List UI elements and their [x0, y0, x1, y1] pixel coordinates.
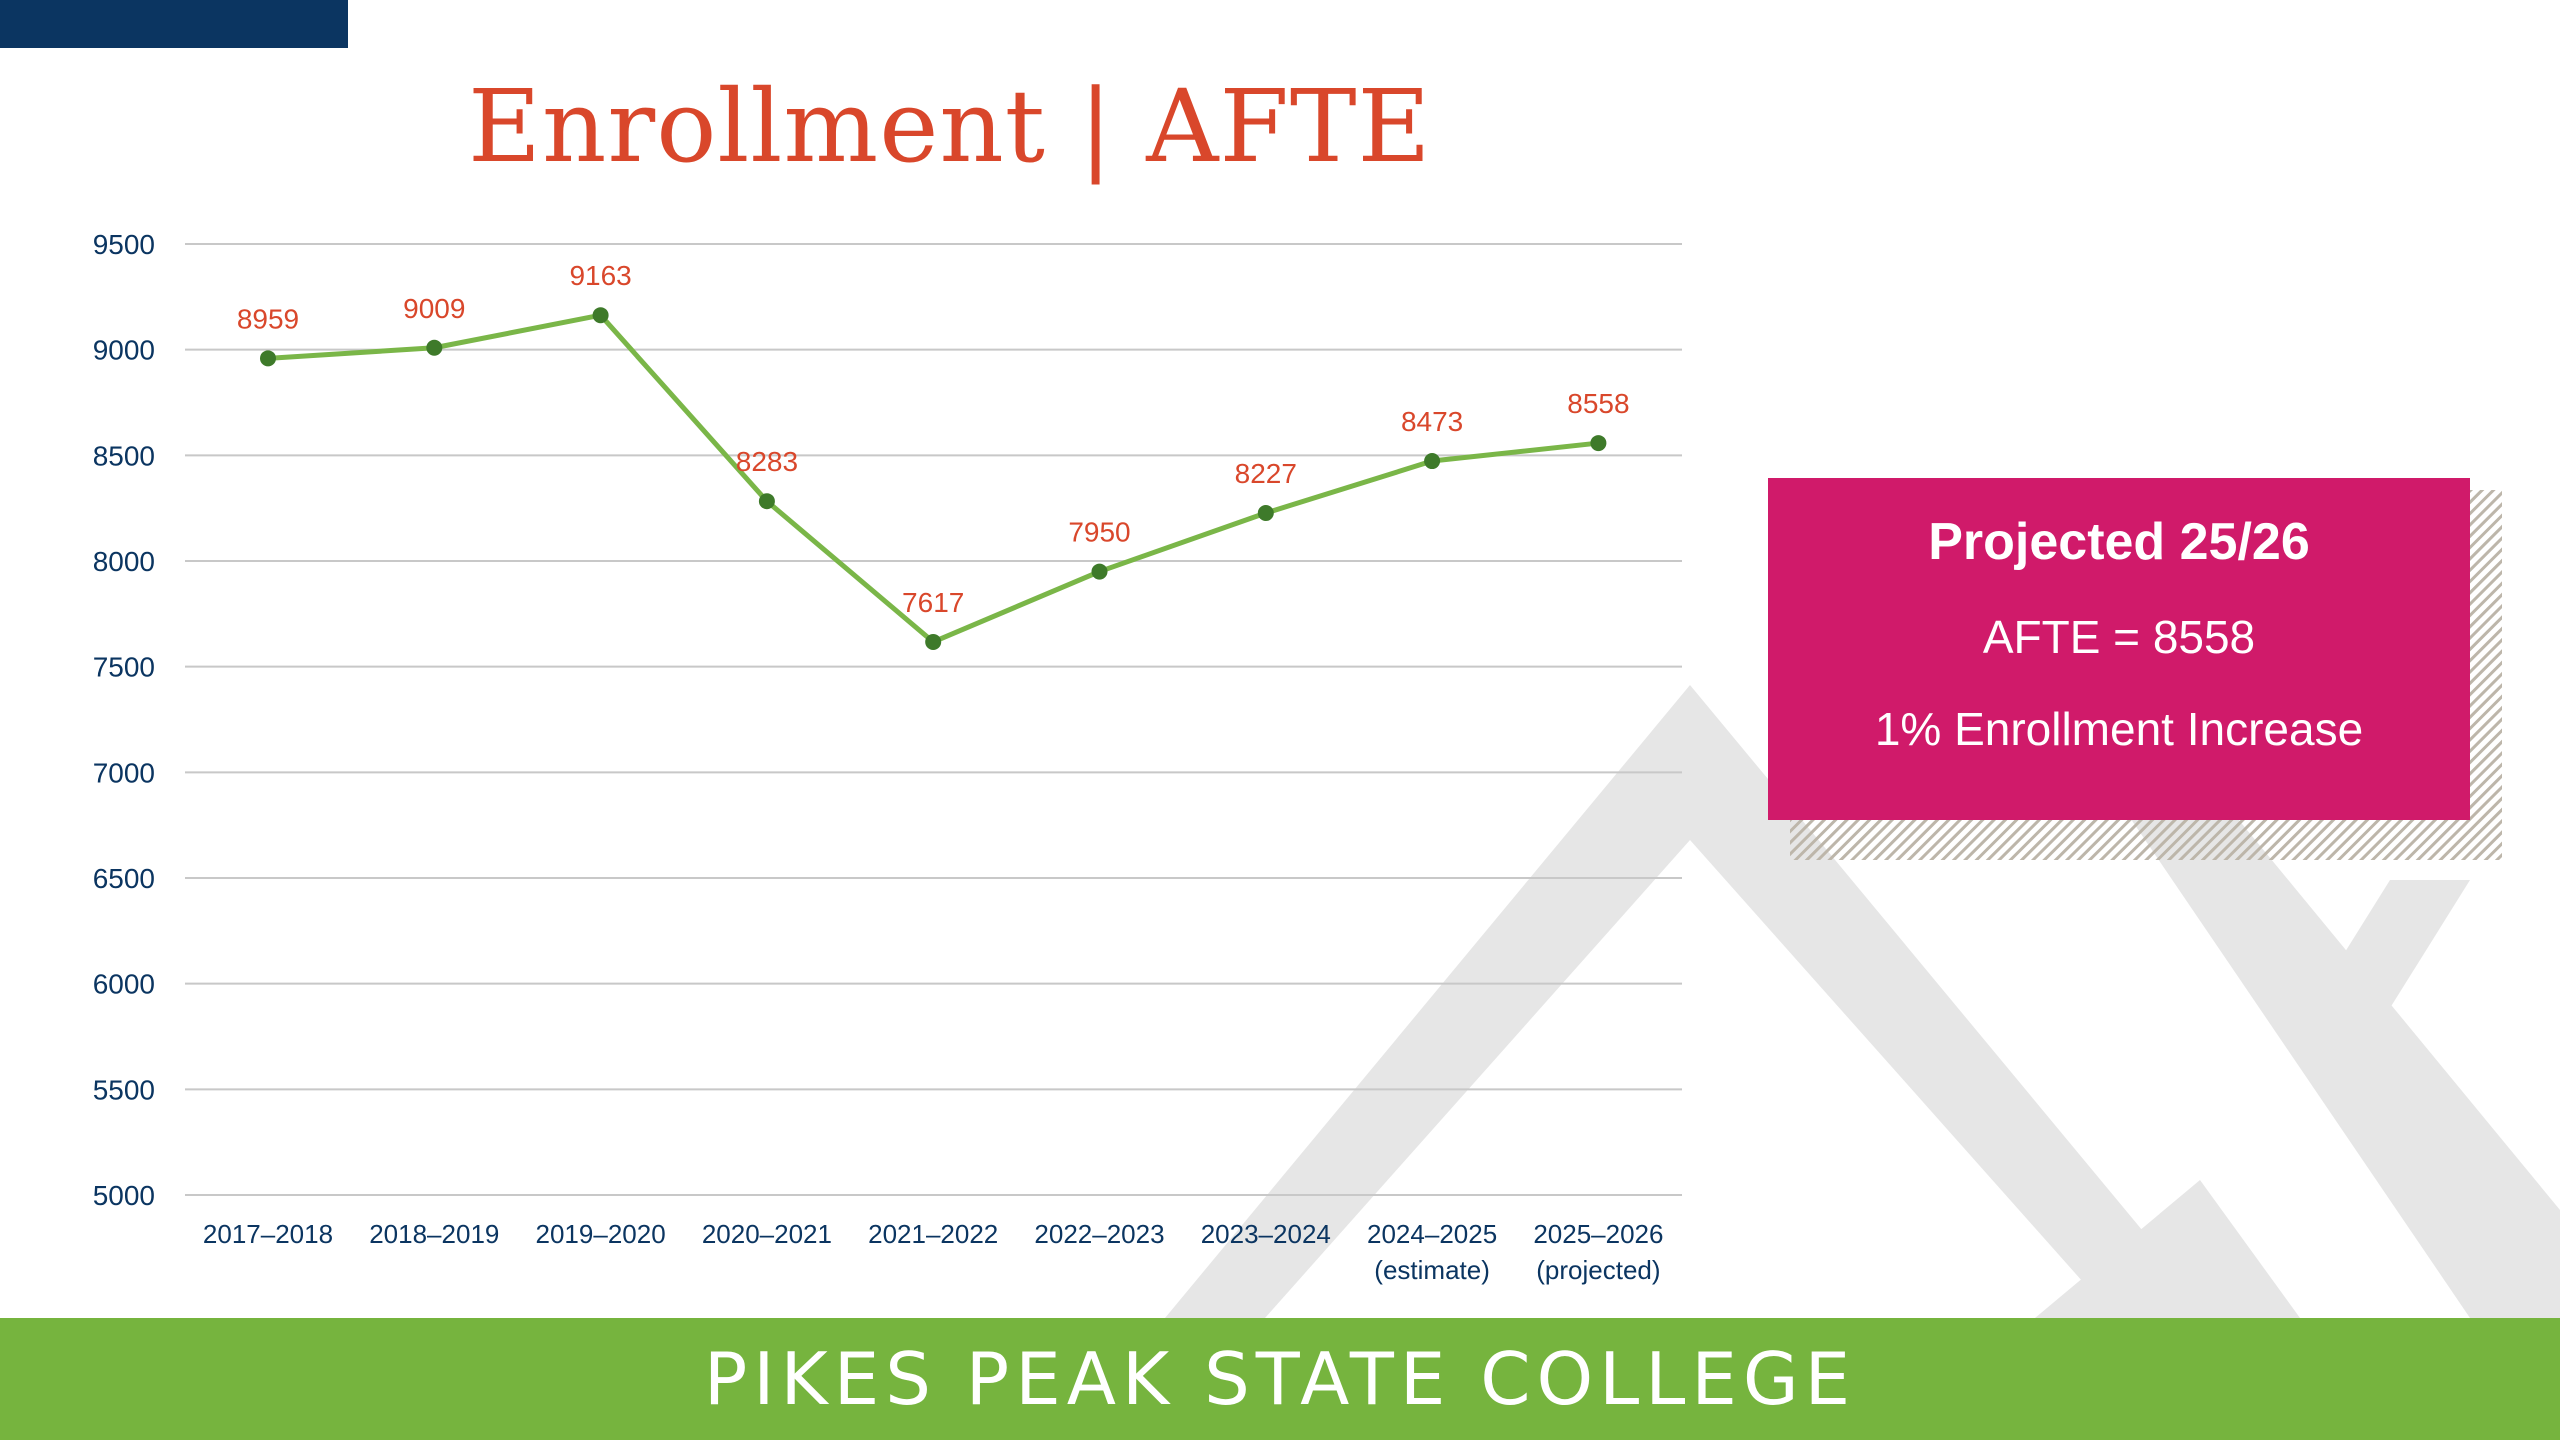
projection-callout: Projected 25/26 AFTE = 8558 1% Enrollmen… — [1768, 478, 2470, 820]
x-tick-label: 2025–2026 — [1533, 1219, 1663, 1249]
y-tick-label: 7500 — [93, 652, 155, 683]
y-tick-label: 7000 — [93, 757, 155, 788]
y-tick-label: 6500 — [93, 863, 155, 894]
data-label: 9009 — [403, 293, 465, 324]
y-tick-label: 9500 — [93, 229, 155, 260]
y-tick-label: 6000 — [93, 969, 155, 1000]
x-tick-label: 2020–2021 — [702, 1219, 832, 1249]
page-title: Enrollment | AFTE — [468, 68, 1432, 185]
x-tick-label: 2019–2020 — [536, 1219, 666, 1249]
callout-heading: Projected 25/26 — [1928, 513, 2310, 571]
x-tick-label: 2018–2019 — [369, 1219, 499, 1249]
data-point — [426, 339, 443, 356]
x-tick-label: 2022–2023 — [1034, 1219, 1164, 1249]
y-tick-label: 5000 — [93, 1180, 155, 1211]
x-tick-label: 2021–2022 — [868, 1219, 998, 1249]
x-tick-label: (projected) — [1536, 1255, 1660, 1285]
callout-afte-value: AFTE = 8558 — [1982, 611, 2256, 663]
data-label: 8227 — [1235, 458, 1297, 489]
data-point — [1424, 453, 1441, 470]
data-point — [1590, 435, 1607, 452]
data-label: 8558 — [1567, 388, 1629, 419]
y-tick-label: 9000 — [93, 335, 155, 366]
x-tick-label: 2023–2024 — [1201, 1219, 1331, 1249]
x-tick-label: 2024–2025 — [1367, 1219, 1497, 1249]
x-tick-label: 2017–2018 — [203, 1219, 333, 1249]
y-tick-label: 8000 — [93, 546, 155, 577]
y-tick-label: 8500 — [93, 440, 155, 471]
data-point — [925, 633, 942, 650]
data-label: 8473 — [1401, 406, 1463, 437]
data-point — [758, 493, 775, 510]
data-label: 7617 — [902, 587, 964, 618]
callout-increase-text: 1% Enrollment Increase — [1874, 703, 2364, 755]
data-point — [260, 350, 276, 367]
enrollment-line-chart: 9500 9000 8500 8000 7500 7000 6500 6000 5500 5000… — [93, 229, 1682, 1285]
data-label: 7950 — [1068, 517, 1130, 548]
data-label: 9163 — [569, 260, 631, 291]
data-point — [1257, 505, 1274, 522]
data-point — [592, 307, 609, 324]
x-tick-label: (estimate) — [1374, 1255, 1490, 1285]
data-label: 8283 — [736, 446, 798, 477]
data-point — [1091, 563, 1108, 580]
data-label: 8959 — [237, 303, 299, 334]
footer-college-name: PIKES PEAK STATE COLLEGE — [0, 1318, 2560, 1440]
top-accent-bar — [0, 0, 348, 48]
y-tick-label: 5500 — [93, 1074, 155, 1105]
